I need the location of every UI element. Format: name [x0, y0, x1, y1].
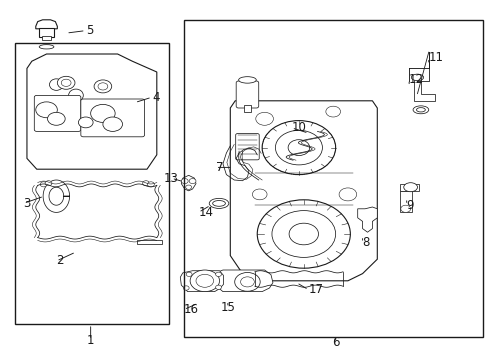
Circle shape — [288, 140, 310, 156]
Circle shape — [48, 112, 65, 125]
Circle shape — [186, 185, 192, 189]
FancyBboxPatch shape — [236, 134, 259, 160]
Text: 8: 8 — [363, 237, 370, 249]
Ellipse shape — [411, 74, 423, 81]
Circle shape — [103, 117, 122, 131]
Ellipse shape — [416, 108, 425, 112]
Ellipse shape — [114, 105, 126, 111]
Polygon shape — [414, 79, 435, 101]
Circle shape — [272, 211, 336, 257]
Circle shape — [235, 273, 260, 291]
Circle shape — [61, 79, 71, 86]
Circle shape — [181, 179, 188, 184]
Circle shape — [216, 285, 221, 289]
Circle shape — [256, 112, 273, 125]
Text: 1: 1 — [87, 334, 95, 347]
Ellipse shape — [111, 104, 129, 112]
Circle shape — [98, 83, 108, 90]
Circle shape — [91, 104, 115, 122]
Circle shape — [45, 181, 52, 186]
Circle shape — [36, 102, 57, 118]
Ellipse shape — [404, 183, 417, 192]
Polygon shape — [137, 240, 162, 244]
Polygon shape — [358, 207, 377, 232]
Text: 4: 4 — [152, 91, 159, 104]
Circle shape — [147, 182, 154, 187]
Polygon shape — [180, 271, 223, 292]
Bar — [39, 28, 54, 37]
Circle shape — [241, 277, 254, 287]
Polygon shape — [212, 270, 273, 292]
Text: 10: 10 — [292, 121, 306, 134]
Circle shape — [196, 274, 214, 287]
Circle shape — [326, 106, 341, 117]
Bar — [15, 43, 169, 324]
Ellipse shape — [101, 91, 120, 99]
Text: 2: 2 — [56, 255, 64, 267]
Circle shape — [183, 286, 189, 290]
Text: 9: 9 — [407, 199, 414, 212]
Circle shape — [289, 223, 318, 245]
Ellipse shape — [84, 101, 98, 112]
Ellipse shape — [69, 89, 83, 102]
Ellipse shape — [239, 77, 256, 83]
Bar — [400, 191, 412, 212]
Circle shape — [94, 80, 112, 93]
Ellipse shape — [209, 198, 229, 208]
Polygon shape — [230, 101, 377, 281]
Polygon shape — [43, 180, 70, 212]
Text: 11: 11 — [429, 51, 444, 64]
FancyBboxPatch shape — [236, 81, 259, 108]
Circle shape — [186, 272, 192, 276]
Ellipse shape — [213, 201, 225, 206]
Text: 17: 17 — [309, 283, 324, 296]
Circle shape — [189, 179, 196, 184]
Bar — [42, 36, 51, 40]
Circle shape — [252, 189, 267, 200]
Circle shape — [143, 181, 149, 186]
Text: 13: 13 — [164, 172, 179, 185]
Text: 14: 14 — [198, 206, 214, 219]
Ellipse shape — [113, 117, 132, 125]
Circle shape — [216, 272, 221, 276]
Ellipse shape — [49, 79, 63, 90]
Polygon shape — [181, 175, 196, 191]
Text: 12: 12 — [409, 73, 424, 86]
Ellipse shape — [39, 45, 54, 49]
Circle shape — [40, 182, 47, 187]
Text: 15: 15 — [220, 301, 235, 314]
Ellipse shape — [104, 93, 116, 98]
Text: 7: 7 — [216, 161, 223, 174]
Ellipse shape — [413, 106, 429, 114]
Circle shape — [275, 130, 322, 165]
Text: 6: 6 — [332, 336, 340, 349]
Circle shape — [57, 76, 75, 89]
Circle shape — [78, 117, 93, 128]
Circle shape — [257, 200, 350, 268]
Text: 5: 5 — [86, 24, 93, 37]
Bar — [184, 20, 483, 337]
FancyBboxPatch shape — [81, 99, 145, 137]
Circle shape — [401, 205, 411, 212]
FancyBboxPatch shape — [34, 95, 81, 131]
Circle shape — [262, 121, 336, 175]
Text: 3: 3 — [24, 197, 31, 210]
Circle shape — [339, 188, 357, 201]
Ellipse shape — [117, 118, 128, 123]
Circle shape — [190, 270, 220, 292]
Polygon shape — [27, 54, 157, 169]
Bar — [400, 184, 419, 191]
Polygon shape — [36, 20, 57, 29]
Text: 16: 16 — [184, 303, 199, 316]
Bar — [244, 105, 251, 112]
